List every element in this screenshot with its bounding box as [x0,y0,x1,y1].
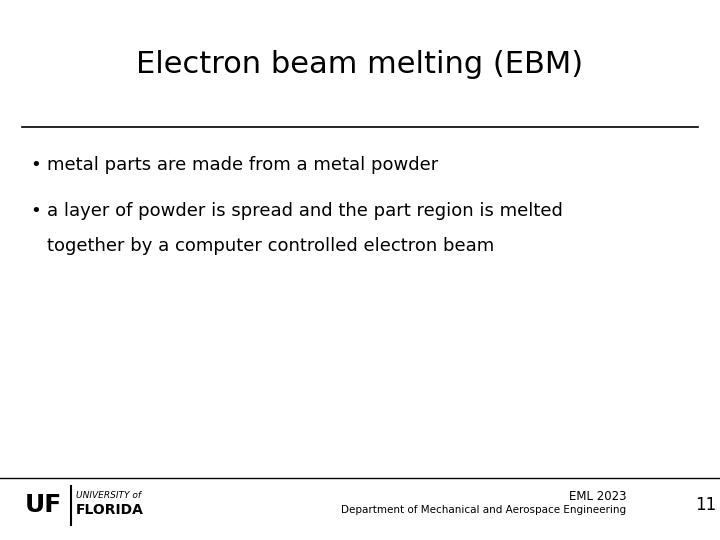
Text: 11: 11 [695,496,716,514]
Text: Department of Mechanical and Aerospace Engineering: Department of Mechanical and Aerospace E… [341,505,626,515]
Text: metal parts are made from a metal powder: metal parts are made from a metal powder [47,156,438,174]
Text: •: • [31,201,41,220]
Text: •: • [31,156,41,174]
Text: UNIVERSITY of: UNIVERSITY of [76,491,140,500]
Text: EML 2023: EML 2023 [569,490,626,503]
Text: a layer of powder is spread and the part region is melted: a layer of powder is spread and the part… [47,201,562,220]
Text: FLORIDA: FLORIDA [76,503,143,517]
Text: together by a computer controlled electron beam: together by a computer controlled electr… [47,237,494,255]
Text: Electron beam melting (EBM): Electron beam melting (EBM) [136,50,584,79]
Text: UF: UF [25,493,63,517]
